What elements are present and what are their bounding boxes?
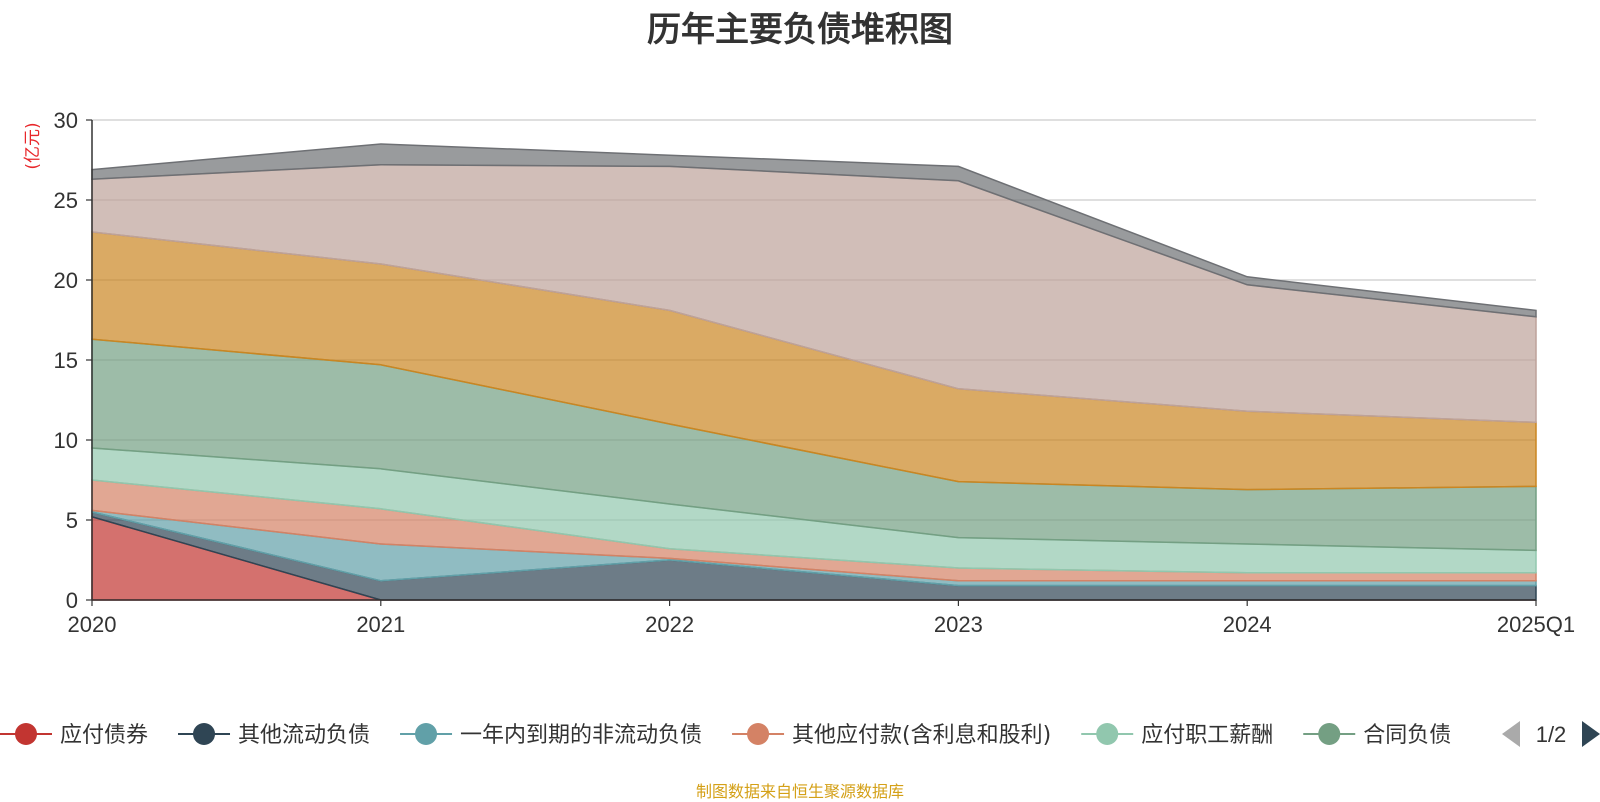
legend-marker xyxy=(193,723,216,745)
legend: 应付债券 其他流动负债 一年内到期的非流动负债 其他应付款(含利息和股利) 应付职工薪酬… xyxy=(0,723,1451,748)
legend-pager: 1/2 xyxy=(1502,721,1600,747)
y-tick-label: 20 xyxy=(54,268,78,293)
x-tick-label: 2022 xyxy=(645,612,694,637)
x-tick-label: 2024 xyxy=(1223,612,1272,637)
x-tick-label: 2023 xyxy=(934,612,983,637)
source-note: 制图数据来自恒生聚源数据库 xyxy=(695,782,904,801)
y-tick-label: 5 xyxy=(66,508,78,533)
x-tick-label: 2021 xyxy=(356,612,405,637)
legend-page-indicator: 1/2 xyxy=(1536,722,1567,747)
legend-item[interactable]: 应付职工薪酬 xyxy=(1081,723,1273,748)
legend-prev-page-button[interactable] xyxy=(1502,721,1520,747)
legend-item[interactable]: 应付债券 xyxy=(0,723,148,748)
legend-marker xyxy=(415,723,438,745)
y-tick-label: 30 xyxy=(54,108,78,133)
legend-next-page-button[interactable] xyxy=(1582,721,1600,747)
legend-marker xyxy=(747,723,770,745)
legend-item[interactable]: 其他流动负债 xyxy=(178,723,370,748)
y-tick-label: 0 xyxy=(66,588,78,613)
axes: 0 5 10 15 20 25 30 2020 2021 2022 2023 2024 2025Q1 xyxy=(54,108,1576,637)
y-tick-label: 10 xyxy=(54,428,78,453)
y-axis-label: (亿元) xyxy=(23,122,43,169)
y-axis-label-group: (亿元) xyxy=(23,122,43,169)
y-tick-label: 25 xyxy=(54,188,78,213)
x-tick-label: 2025Q1 xyxy=(1497,612,1575,637)
y-tick-label: 15 xyxy=(54,348,78,373)
legend-label: 其他流动负债 xyxy=(238,723,370,748)
area-series-9[interactable] xyxy=(91,143,1537,318)
legend-label: 应付债券 xyxy=(60,723,148,748)
legend-label: 应付职工薪酬 xyxy=(1141,723,1273,748)
legend-marker xyxy=(1096,723,1119,745)
legend-item[interactable]: 其他应付款(含利息和股利) xyxy=(732,723,1051,748)
legend-item[interactable]: 合同负债 xyxy=(1303,723,1451,748)
legend-item[interactable]: 一年内到期的非流动负债 xyxy=(400,723,702,748)
legend-marker xyxy=(1318,723,1341,745)
legend-label: 一年内到期的非流动负债 xyxy=(460,723,702,748)
legend-marker xyxy=(15,723,37,745)
chart-title: 历年主要负债堆积图 xyxy=(647,10,953,50)
area-series xyxy=(91,143,1537,601)
x-tick-label: 2020 xyxy=(68,612,117,637)
legend-label: 其他应付款(含利息和股利) xyxy=(792,723,1051,748)
legend-label: 合同负债 xyxy=(1363,723,1451,748)
